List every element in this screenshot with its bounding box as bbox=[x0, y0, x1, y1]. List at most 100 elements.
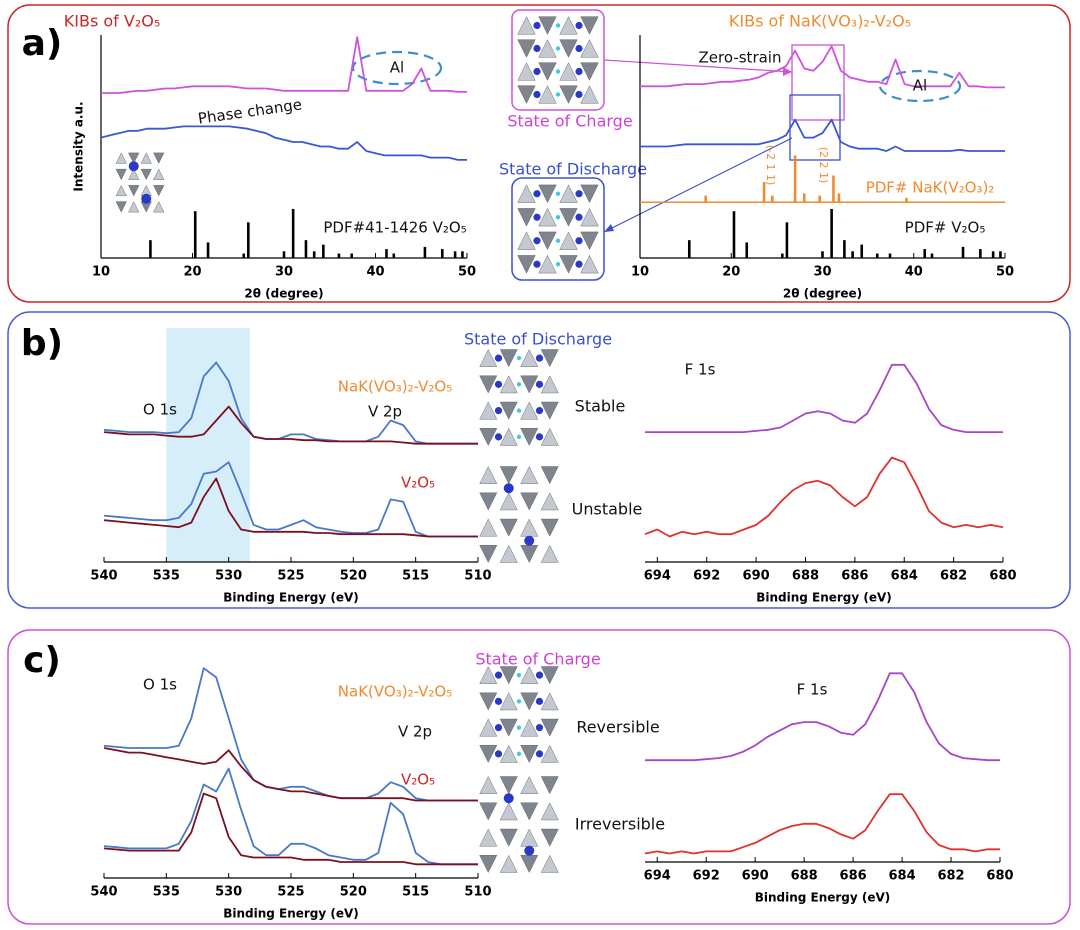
panel-text: Reversible bbox=[576, 718, 659, 737]
polyhedron bbox=[499, 776, 518, 795]
polyhedron bbox=[580, 62, 599, 81]
polyhedron bbox=[540, 828, 559, 847]
atom bbox=[516, 672, 522, 678]
atom bbox=[516, 408, 522, 413]
atom bbox=[555, 262, 561, 267]
x-tick-label: 510 bbox=[464, 569, 491, 584]
polyhedron bbox=[580, 85, 599, 104]
x-tick-label: 694 bbox=[644, 569, 671, 584]
spectrum-line bbox=[645, 363, 1003, 433]
crystal-icon bbox=[479, 349, 559, 446]
atom bbox=[575, 67, 583, 76]
polyhedron bbox=[520, 492, 539, 511]
polyhedron bbox=[540, 544, 559, 563]
polyhedron bbox=[517, 184, 536, 203]
x-tick-label: 535 bbox=[153, 569, 180, 584]
atom bbox=[533, 237, 541, 245]
x-tick-label: 686 bbox=[841, 569, 868, 584]
polyhedron bbox=[499, 427, 518, 446]
x-tick-label: 525 bbox=[277, 569, 304, 584]
x-tick-label: 515 bbox=[402, 569, 429, 584]
polyhedron bbox=[520, 776, 539, 794]
arrow bbox=[603, 59, 793, 73]
spectrum-line bbox=[103, 477, 478, 538]
panel-a-frame bbox=[7, 4, 1071, 303]
polyhedron bbox=[540, 375, 559, 394]
chart-title: KIBs of V₂O₅ bbox=[64, 12, 160, 31]
atom bbox=[494, 407, 503, 415]
polyhedron bbox=[540, 802, 559, 821]
x-tick-label: 515 bbox=[402, 885, 429, 900]
polyhedron bbox=[499, 349, 518, 368]
x-tick-label: 40 bbox=[366, 265, 384, 280]
polyhedron bbox=[538, 85, 557, 104]
atom bbox=[555, 23, 561, 28]
x-axis-label: 2θ (degree) bbox=[783, 287, 862, 301]
atom bbox=[575, 190, 583, 198]
annotation: F 1s bbox=[797, 681, 828, 699]
x-tick-label: 680 bbox=[989, 569, 1016, 584]
polyhedron bbox=[479, 776, 498, 794]
x-axis-label: Binding Energy (eV) bbox=[223, 591, 359, 605]
spectrum-line bbox=[103, 667, 478, 802]
atom bbox=[575, 44, 583, 53]
x-axis-label: Binding Energy (eV) bbox=[223, 907, 359, 921]
arrow-head bbox=[604, 224, 614, 232]
x-tick-label: 525 bbox=[277, 885, 304, 900]
polyhedron bbox=[499, 828, 518, 847]
atom bbox=[141, 193, 152, 204]
atom bbox=[575, 21, 583, 30]
atom bbox=[533, 190, 541, 198]
polyhedron bbox=[580, 254, 599, 274]
polyhedron bbox=[520, 545, 539, 563]
polyhedron bbox=[517, 16, 536, 35]
spectrum-line bbox=[644, 793, 1000, 855]
panel-label: a) bbox=[22, 23, 63, 64]
highlight-box bbox=[789, 94, 841, 161]
polyhedron bbox=[499, 375, 518, 394]
polyhedron bbox=[540, 666, 559, 685]
spectrum-line bbox=[103, 405, 478, 445]
x-tick-label: 684 bbox=[888, 869, 915, 884]
polyhedron bbox=[479, 466, 498, 484]
atom bbox=[494, 380, 503, 388]
polyhedron bbox=[128, 152, 140, 164]
chart-title: KIBs of NaK(VO₃)₂-V₂O₅ bbox=[729, 12, 911, 31]
polyhedron bbox=[538, 16, 557, 35]
spectrum-line bbox=[644, 456, 1004, 538]
polyhedron bbox=[538, 184, 557, 204]
atom bbox=[555, 69, 561, 74]
atom bbox=[516, 382, 522, 387]
x-tick-label: 50 bbox=[458, 265, 476, 280]
x-tick-label: 10 bbox=[92, 265, 110, 280]
polyhedron bbox=[479, 802, 498, 821]
polyhedron bbox=[540, 401, 559, 420]
annotation: V 2p bbox=[398, 723, 432, 741]
spectrum-line bbox=[103, 767, 478, 866]
atom bbox=[575, 260, 583, 268]
x-tick-label: 520 bbox=[340, 569, 367, 584]
polyhedron bbox=[580, 16, 599, 35]
atom bbox=[533, 21, 541, 30]
x-tick-label: 50 bbox=[996, 265, 1014, 280]
polyhedron bbox=[520, 401, 539, 420]
x-tick-label: 530 bbox=[215, 569, 242, 584]
panel-text: Irreversible bbox=[575, 815, 665, 834]
atom bbox=[494, 433, 503, 441]
panel-label: c) bbox=[23, 640, 61, 681]
atom bbox=[516, 699, 522, 704]
panel-text: State of Charge bbox=[475, 650, 600, 669]
panel-text: State of Discharge bbox=[499, 160, 647, 179]
x-tick-label: 20 bbox=[722, 265, 740, 280]
panel-label: b) bbox=[21, 323, 63, 364]
polyhedron bbox=[540, 466, 559, 485]
polyhedron bbox=[540, 776, 559, 795]
polyhedron bbox=[540, 427, 559, 446]
panel-c-frame bbox=[7, 629, 1071, 925]
atom bbox=[503, 793, 514, 804]
polyhedron bbox=[540, 492, 559, 511]
polyhedron bbox=[499, 744, 518, 763]
atom bbox=[555, 46, 561, 51]
annotation: Al bbox=[390, 59, 404, 77]
crystal-icon bbox=[479, 776, 559, 873]
